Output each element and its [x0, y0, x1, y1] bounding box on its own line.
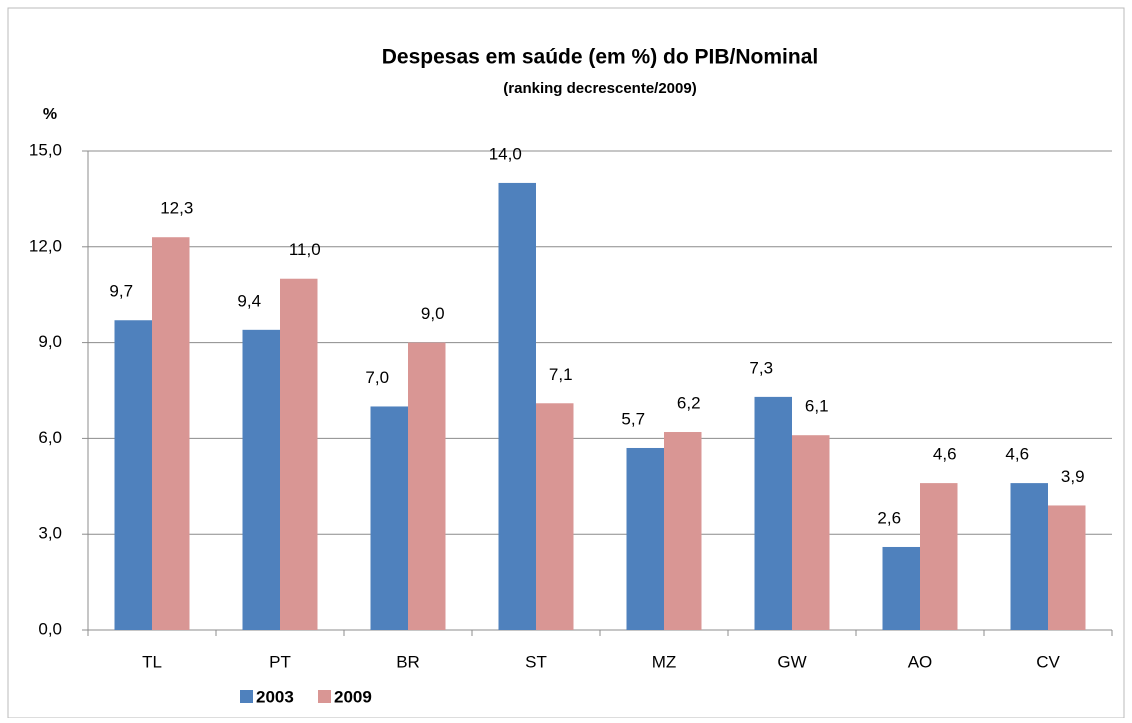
bar — [114, 320, 152, 630]
legend-label: 2003 — [256, 687, 294, 706]
y-tick-label: 12,0 — [29, 236, 62, 255]
data-label: 7,3 — [749, 358, 773, 377]
x-tick-label: TL — [142, 652, 162, 671]
data-label: 9,4 — [237, 291, 261, 310]
bar — [1010, 483, 1048, 630]
data-label: 7,0 — [365, 368, 389, 387]
legend-swatch — [318, 690, 331, 703]
x-tick-label: AO — [908, 652, 933, 671]
bar — [1048, 505, 1086, 630]
chart-title: Despesas em saúde (em %) do PIB/Nominal — [382, 46, 818, 69]
legend-swatch — [240, 690, 253, 703]
x-tick-label: CV — [1036, 652, 1060, 671]
legend-label: 2009 — [334, 687, 372, 706]
data-label: 12,3 — [160, 199, 193, 218]
x-tick-label: BR — [396, 652, 420, 671]
data-label: 4,6 — [1005, 445, 1029, 464]
y-tick-label: 3,0 — [38, 524, 62, 543]
bar — [498, 182, 536, 630]
x-tick-label: PT — [269, 652, 291, 671]
data-label: 4,6 — [933, 445, 957, 464]
data-label: 5,7 — [621, 409, 645, 428]
data-label: 6,1 — [805, 397, 829, 416]
y-axis-label: % — [43, 106, 57, 123]
bar — [408, 342, 446, 630]
data-label: 7,1 — [549, 365, 573, 384]
chart-subtitle: (ranking decrescente/2009) — [503, 80, 696, 97]
bar — [882, 546, 920, 630]
x-tick-label: GW — [777, 652, 806, 671]
x-tick-label: ST — [525, 652, 547, 671]
bar — [664, 432, 702, 630]
y-tick-label: 6,0 — [38, 428, 62, 447]
data-label: 9,0 — [421, 304, 445, 323]
bar — [920, 483, 958, 630]
data-label: 14,0 — [489, 144, 522, 163]
bar — [536, 403, 574, 630]
y-tick-label: 9,0 — [38, 332, 62, 351]
bar — [242, 329, 280, 630]
y-tick-label: 15,0 — [29, 140, 62, 159]
data-label: 6,2 — [677, 393, 701, 412]
data-label: 3,9 — [1061, 467, 1085, 486]
bar — [370, 406, 408, 630]
x-tick-label: MZ — [652, 652, 677, 671]
bar — [280, 278, 318, 630]
bar — [754, 396, 792, 630]
bar — [792, 435, 830, 630]
data-label: 2,6 — [877, 508, 901, 527]
bar — [626, 447, 664, 630]
bar — [152, 237, 190, 630]
data-label: 9,7 — [109, 282, 133, 301]
y-tick-label: 0,0 — [38, 619, 62, 638]
data-label: 11,0 — [289, 240, 321, 259]
